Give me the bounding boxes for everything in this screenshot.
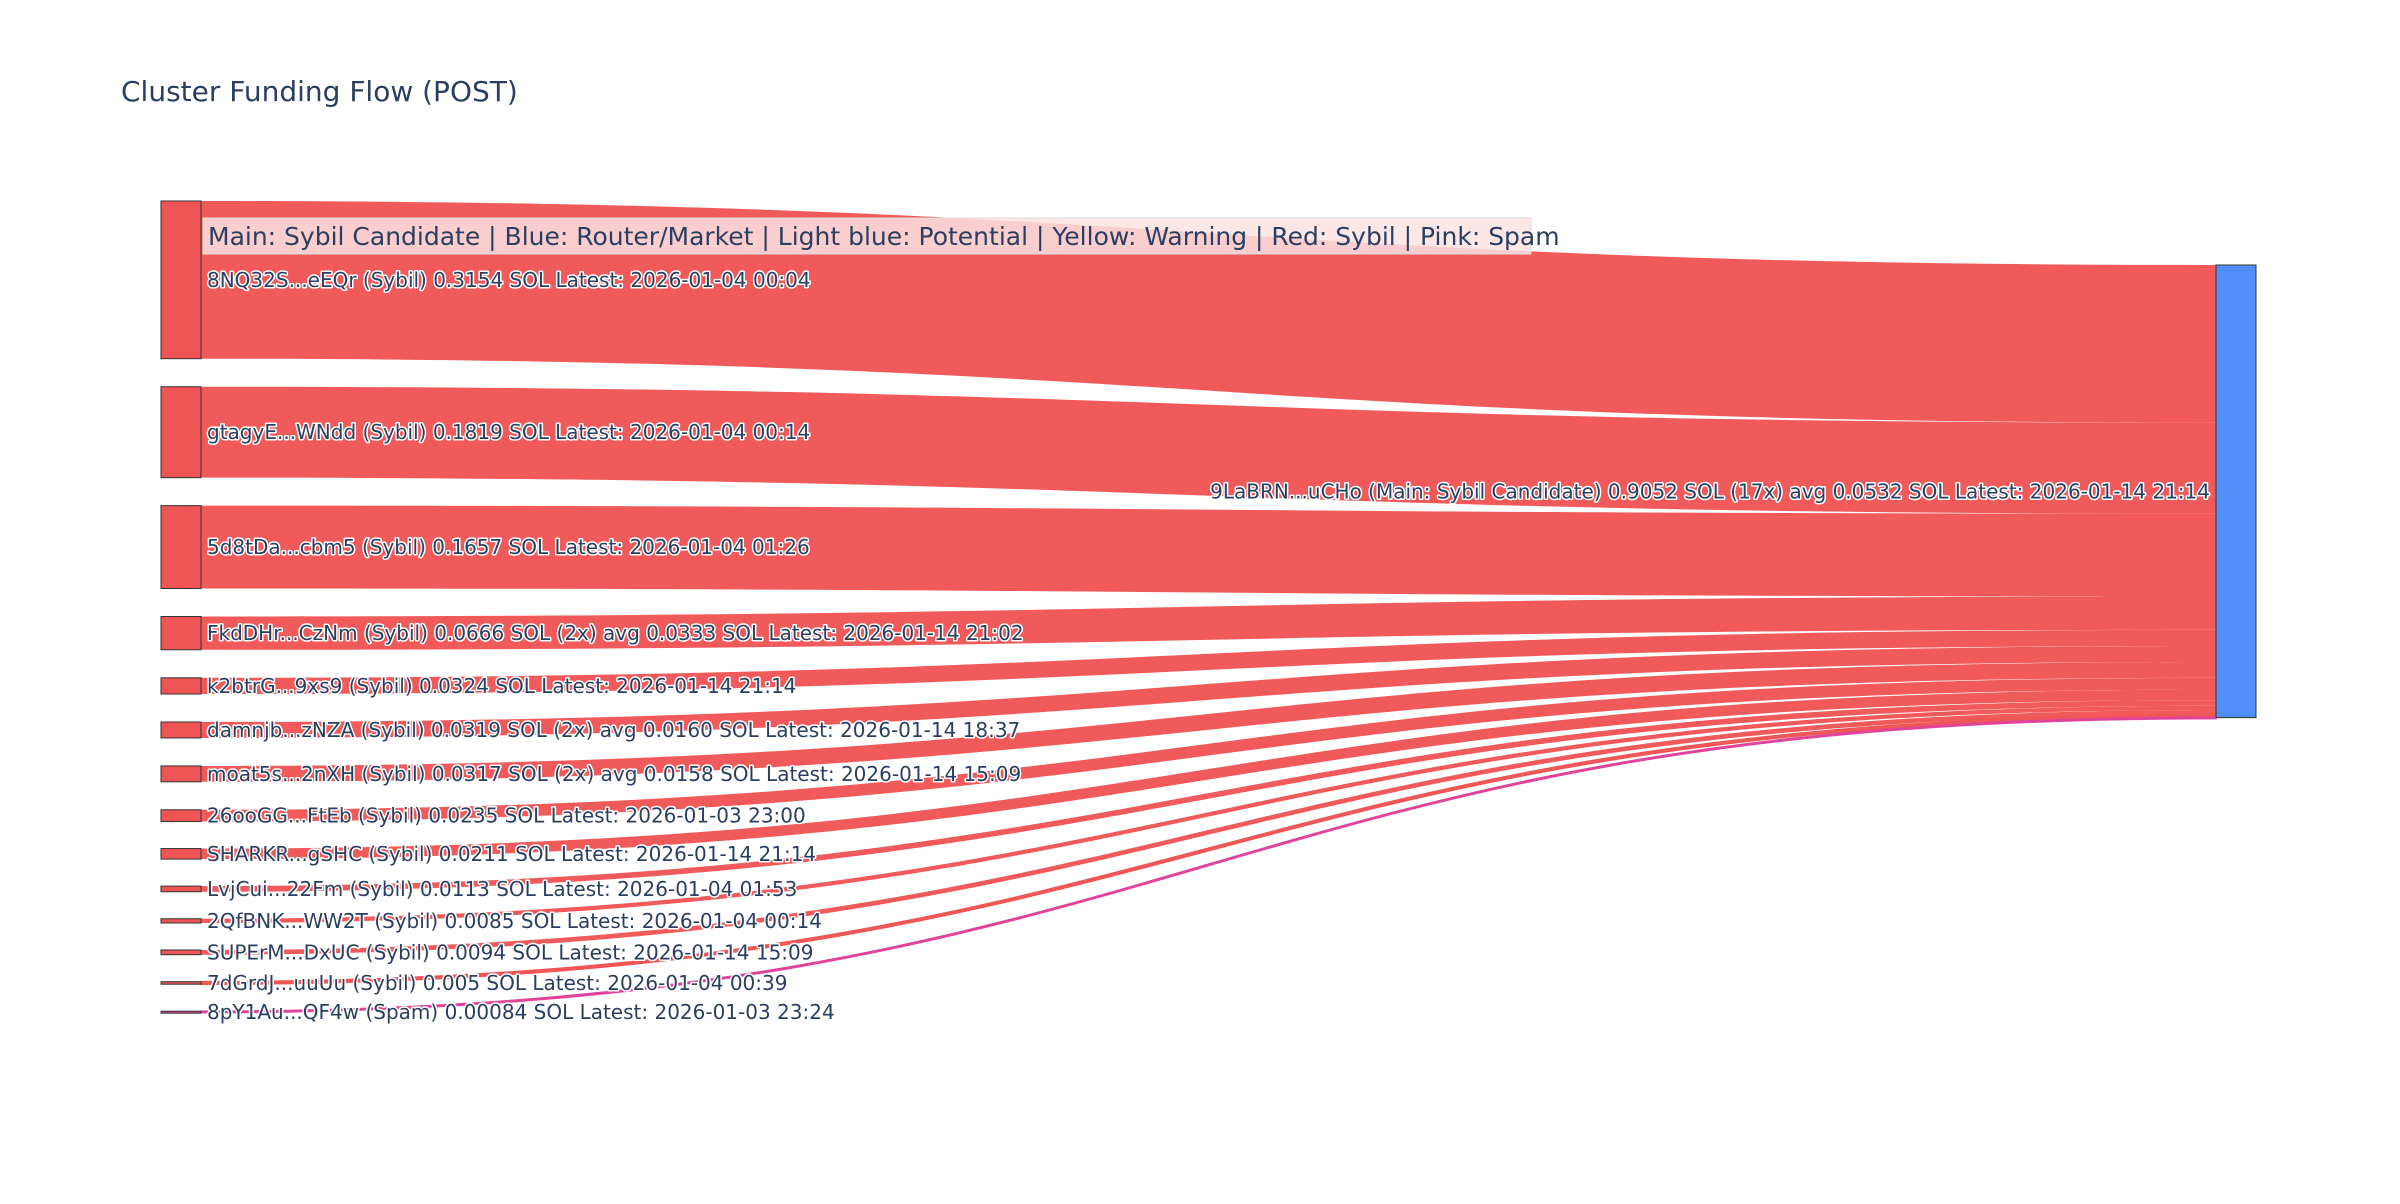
legend-text: Main: Sybil Candidate | Blue: Router/Mar… xyxy=(208,222,1560,251)
flow-link-7 xyxy=(201,677,2216,822)
target-node[interactable] xyxy=(2215,264,2257,719)
source-label-0: 8NQ32S...eEQr (Sybil) 0.3154 SOL Latest:… xyxy=(207,268,811,292)
source-node-9[interactable] xyxy=(160,885,202,893)
flow-link-13 xyxy=(200,716,2217,1014)
source-label-10: 2QfBNK...WW2T (Sybil) 0.0085 SOL Latest:… xyxy=(207,909,822,933)
source-node-5[interactable] xyxy=(160,721,202,739)
flow-link-0 xyxy=(201,201,2216,423)
links-layer xyxy=(200,201,2217,1014)
nodes-layer xyxy=(160,200,2257,1014)
flow-link-5 xyxy=(201,646,2216,738)
source-label-7: 26ooGG...FtEb (Sybil) 0.0235 SOL Latest:… xyxy=(207,804,806,828)
source-node-8[interactable] xyxy=(160,848,202,860)
flow-link-6 xyxy=(201,661,2216,782)
source-node-3[interactable] xyxy=(160,616,202,651)
flow-link-11 xyxy=(201,710,2216,955)
source-label-3: FkdDHr...CzNm (Sybil) 0.0666 SOL (2x) av… xyxy=(207,621,1024,645)
source-label-1: gtagyE...WNdd (Sybil) 0.1819 SOL Latest:… xyxy=(207,420,810,444)
flow-link-9 xyxy=(201,700,2216,892)
source-node-13[interactable] xyxy=(160,1010,202,1014)
source-node-6[interactable] xyxy=(160,765,202,783)
source-label-2: 5d8tDa...cbm5 (Sybil) 0.1657 SOL Latest:… xyxy=(207,535,810,559)
source-label-5: damnjb...zNZA (Sybil) 0.0319 SOL (2x) av… xyxy=(207,718,1020,742)
flow-link-8 xyxy=(201,689,2216,860)
source-label-12: 7dGrdJ...uuUu (Sybil) 0.005 SOL Latest: … xyxy=(207,971,787,995)
source-node-1[interactable] xyxy=(160,386,202,479)
source-node-2[interactable] xyxy=(160,505,202,589)
legend-background xyxy=(202,217,1532,255)
source-node-4[interactable] xyxy=(160,677,202,695)
flow-link-10 xyxy=(201,705,2216,923)
flow-link-1 xyxy=(201,386,2216,514)
labels-layer: 8NQ32S...eEQr (Sybil) 0.3154 SOL Latest:… xyxy=(206,266,2212,1025)
legend: Main: Sybil Candidate | Blue: Router/Mar… xyxy=(202,217,1560,255)
flow-link-3 xyxy=(201,596,2216,650)
source-label-9: LvjCui...22Fm (Sybil) 0.0113 SOL Latest:… xyxy=(207,877,797,901)
source-node-0[interactable] xyxy=(160,200,202,360)
chart-title: Cluster Funding Flow (POST) xyxy=(121,75,518,108)
source-node-10[interactable] xyxy=(160,918,202,924)
source-label-13: 8pY1Au...QF4w (Spam) 0.00084 SOL Latest:… xyxy=(207,1000,835,1024)
source-node-7[interactable] xyxy=(160,809,202,823)
source-node-11[interactable] xyxy=(160,949,202,956)
source-node-12[interactable] xyxy=(160,981,202,985)
flow-link-4 xyxy=(201,629,2216,694)
flow-link-2 xyxy=(201,505,2216,597)
source-label-6: moat5s...2nXH (Sybil) 0.0317 SOL (2x) av… xyxy=(207,762,1021,786)
source-label-8: SHARKR...gSHC (Sybil) 0.0211 SOL Latest:… xyxy=(207,842,816,866)
target-label: 9LaBRN...uCHo (Main: Sybil Candidate) 0.… xyxy=(1210,479,2210,503)
source-label-11: SUPErM...DxUC (Sybil) 0.0094 SOL Latest:… xyxy=(207,940,813,964)
source-label-4: k2btrG...9xs9 (Sybil) 0.0324 SOL Latest:… xyxy=(207,674,796,698)
